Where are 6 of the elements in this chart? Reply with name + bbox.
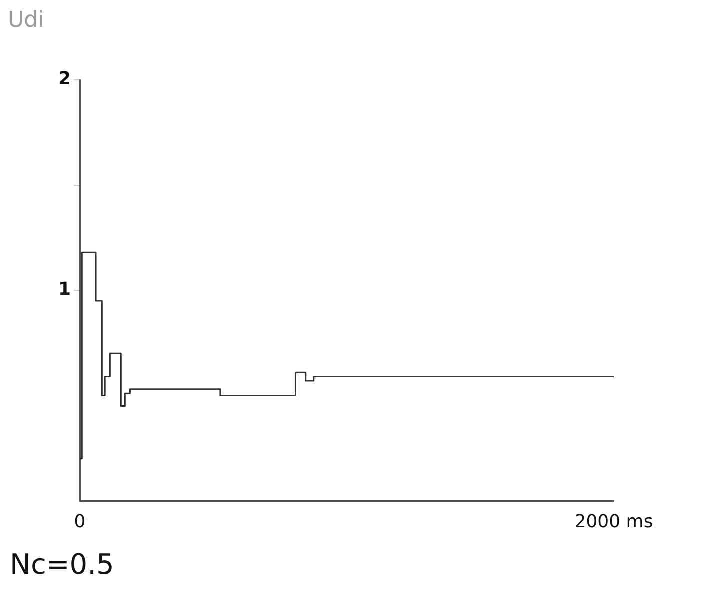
y-axis-title: Udi xyxy=(8,8,44,33)
y-tick-label: 2 xyxy=(58,68,71,90)
y-tick-label: 1 xyxy=(58,279,71,300)
x-tick-label: 0 xyxy=(74,511,86,532)
x-tick-label: 2000 ms xyxy=(574,511,654,532)
text: Nc=0.5 xyxy=(10,548,114,581)
